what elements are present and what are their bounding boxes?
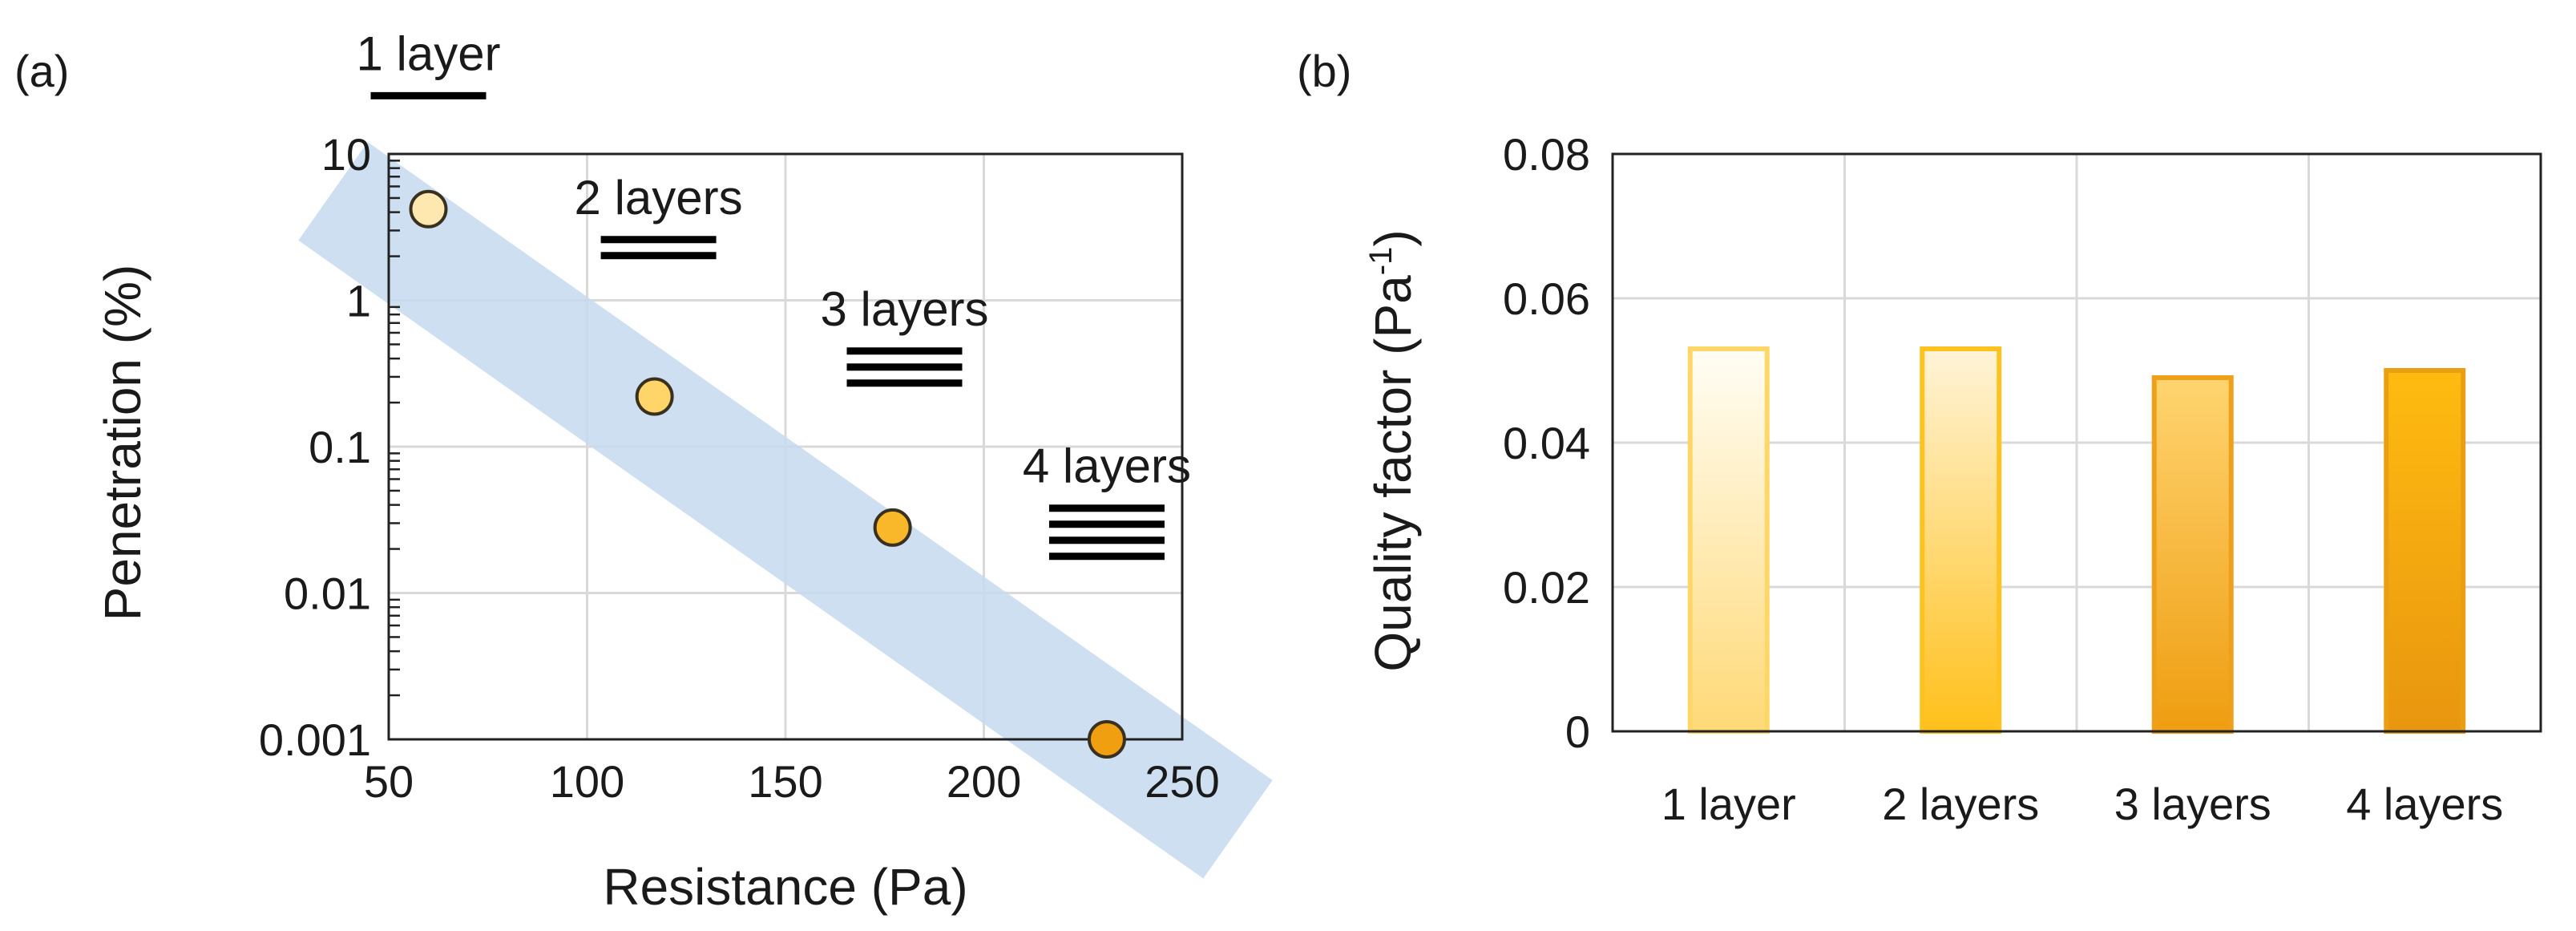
x-tick-label: 250	[1145, 756, 1219, 807]
layer-annotation-label: 2 layers	[575, 171, 743, 225]
y-tick-label: 10	[321, 129, 371, 180]
y-tick-label: 0.01	[284, 569, 371, 619]
y-tick-label: 1	[346, 276, 371, 326]
y-axis-label: Penetration (%)	[94, 265, 151, 621]
data-point	[873, 508, 912, 547]
data-point	[409, 189, 448, 229]
y-tick-label: 0.02	[1503, 562, 1590, 613]
y-axis-label-b: Quality factor (Pa-1)	[1363, 229, 1422, 671]
y-tick-label: 0.1	[309, 422, 371, 472]
x-category-label: 2 layers	[1882, 779, 2039, 829]
layer-annotation-label: 3 layers	[820, 282, 988, 336]
y-axis-label-b-close: )	[1364, 229, 1422, 246]
layer-annotation: 3 layers	[820, 282, 989, 387]
data-point	[1087, 720, 1126, 759]
y-tick-label: 0.04	[1503, 418, 1590, 468]
layer-annotation: 1 layer	[356, 26, 501, 99]
x-tick-label: 150	[748, 756, 822, 807]
panel-b-label: (b)	[1297, 46, 1351, 96]
panel-b-plot-frame	[1611, 152, 2542, 733]
x-tick-label: 100	[550, 756, 624, 807]
layer-annotation-label: 1 layer	[356, 26, 500, 80]
bar	[1687, 346, 1770, 734]
panel-b-bar: (b) 0 0.02 0.04 0.06 0.08 1 layer 2 layers 3 l…	[1297, 46, 2542, 829]
x-axis-label: Resistance (Pa)	[603, 858, 967, 916]
x-tick-label: 200	[947, 756, 1021, 807]
bar	[2151, 375, 2234, 734]
y-tick-label: 0.08	[1503, 129, 1590, 180]
x-category-label: 3 layers	[2114, 779, 2271, 829]
layer-annotation: 4 layers	[1023, 439, 1191, 561]
bar	[2384, 368, 2466, 734]
y-tick-label: 0.001	[259, 714, 371, 765]
layer-annotation: 2 layers	[575, 171, 743, 260]
panel-a-label: (a)	[14, 46, 69, 96]
x-category-label: 4 layers	[2346, 779, 2503, 829]
y-axis-label-b-sup: -1	[1363, 247, 1399, 276]
x-tick-label: 50	[364, 756, 414, 807]
y-tick-label: 0.06	[1503, 273, 1590, 324]
y-tick-label: 0	[1565, 706, 1590, 757]
x-category-label: 1 layer	[1661, 779, 1796, 829]
bar	[1920, 346, 2002, 734]
y-axis-label-b-main: Quality factor (Pa	[1364, 275, 1422, 672]
panel-a-plot-frame	[387, 152, 1184, 741]
panel-a-scatter: (a) 50 100 150 200 250 0.001 0.01 0.1 1 10 1 laye…	[14, 26, 1273, 916]
data-point	[635, 377, 674, 416]
trend-band	[298, 142, 1273, 879]
layer-annotation-label: 4 layers	[1023, 439, 1191, 493]
